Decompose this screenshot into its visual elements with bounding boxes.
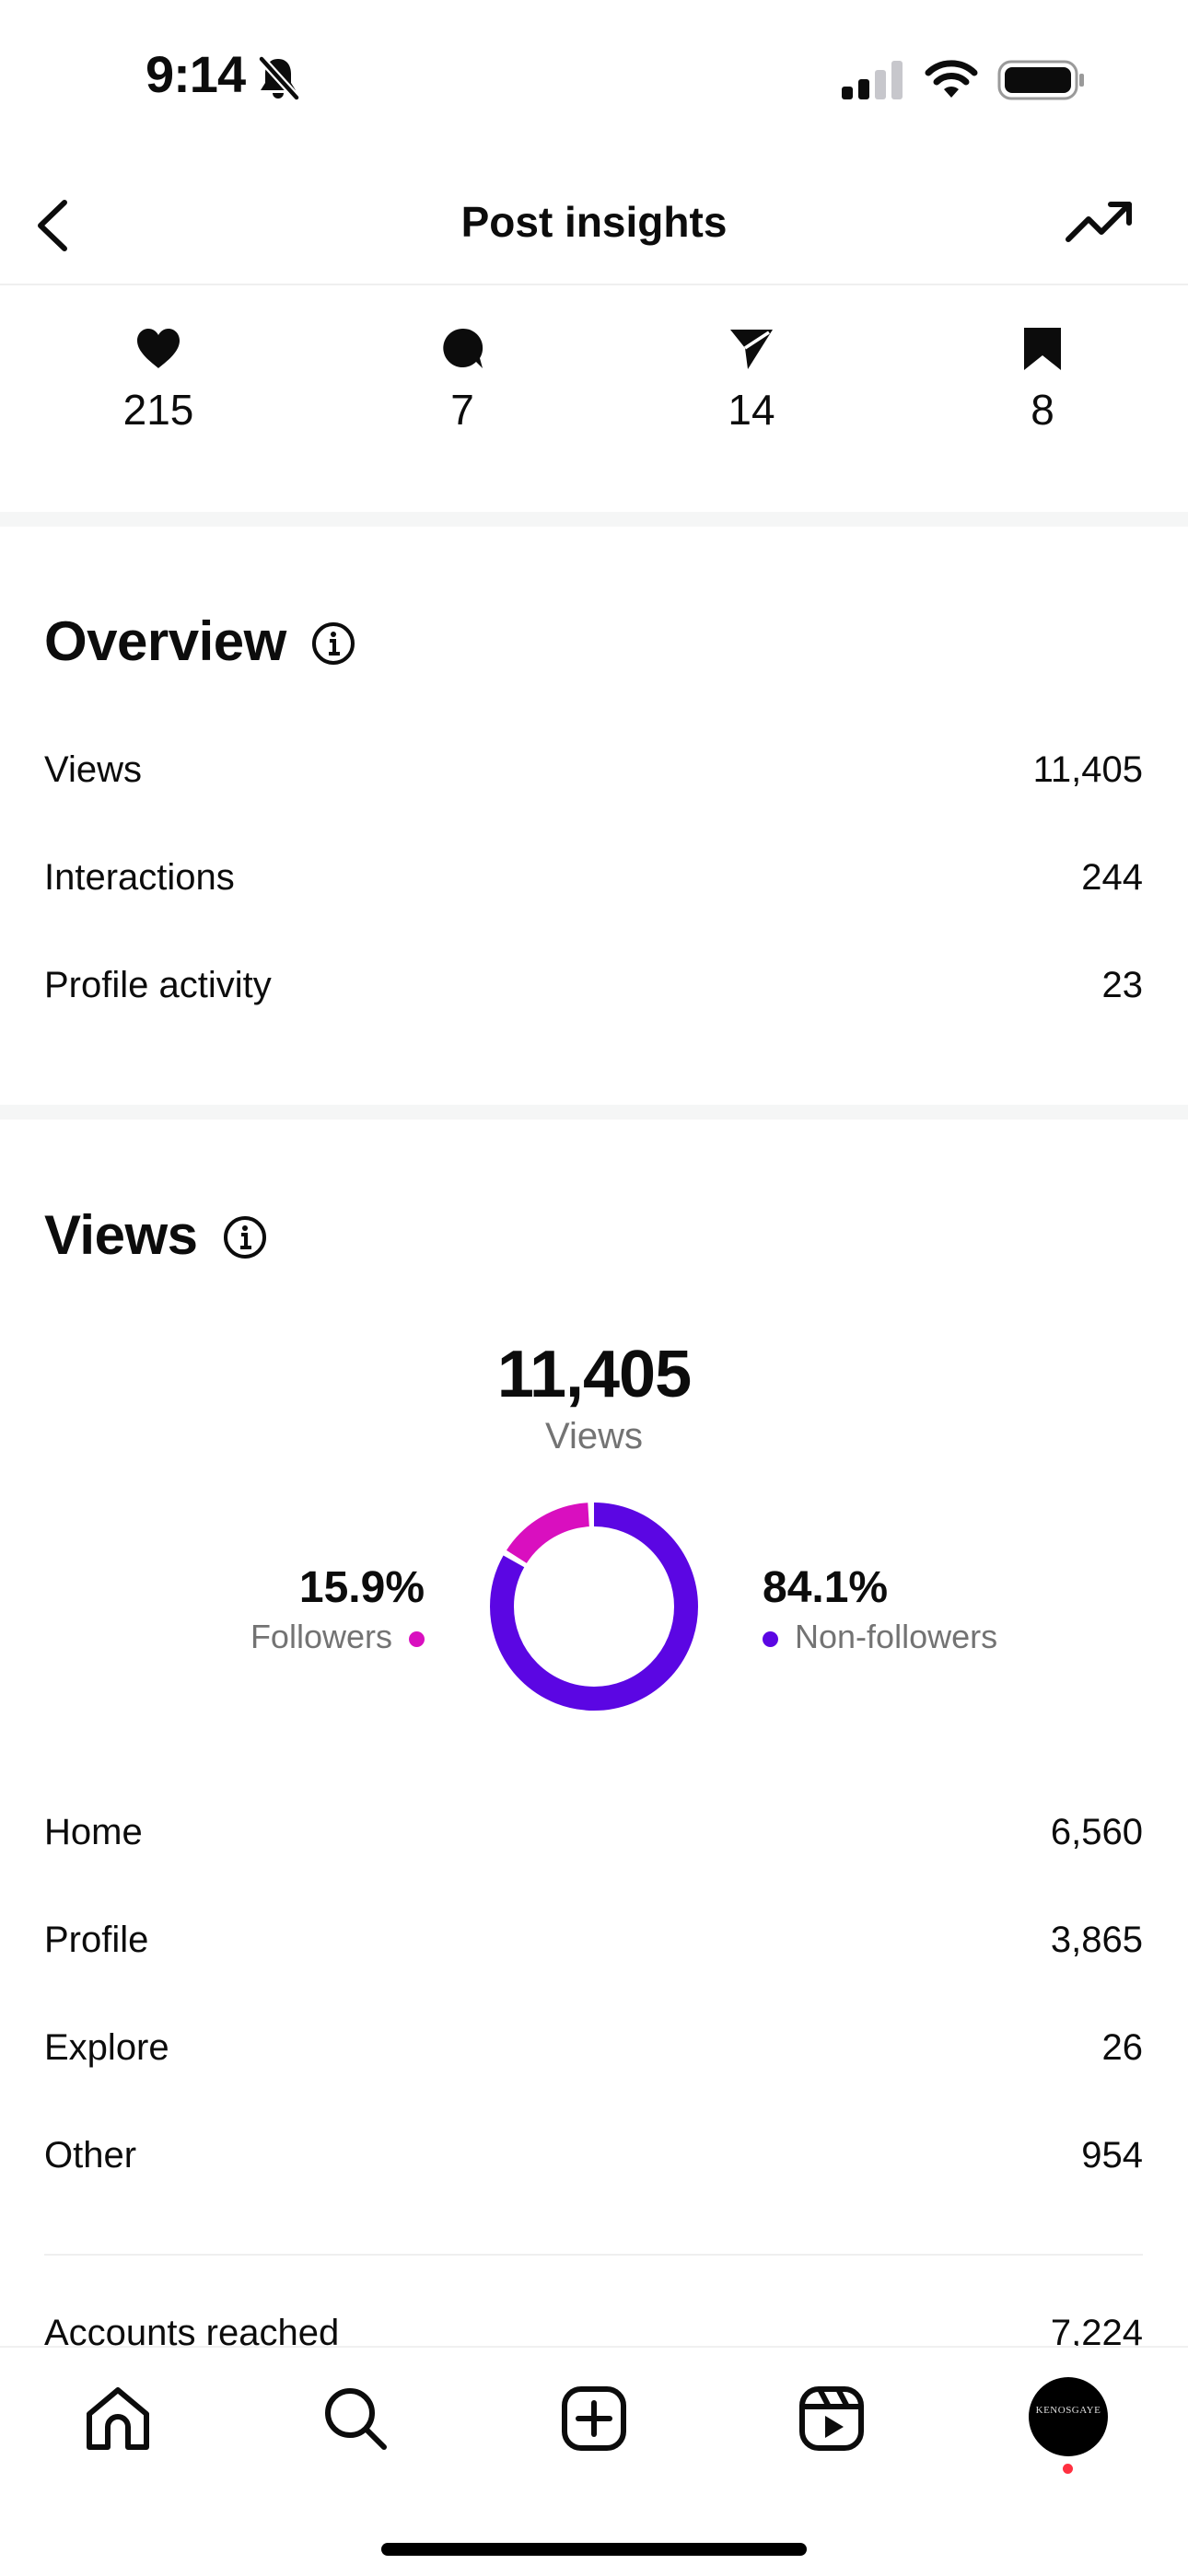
followers-legend: Followers xyxy=(250,1618,425,1656)
tab-reels[interactable] xyxy=(786,2385,878,2477)
comments-stat: 7 xyxy=(370,326,554,435)
row-label: Profile xyxy=(44,1920,149,1960)
likes-count: 215 xyxy=(122,386,194,434)
notification-dot xyxy=(1063,2464,1073,2474)
comments-count: 7 xyxy=(450,386,474,434)
views-total: 11,405 xyxy=(496,1338,692,1411)
create-icon xyxy=(562,2386,626,2451)
row-value: 6,560 xyxy=(1050,1812,1143,1852)
profile-avatar[interactable]: KENOSGAYE xyxy=(1029,2377,1108,2456)
overview-row-profile-activity[interactable]: Profile activity 23 xyxy=(44,948,1143,1022)
shares-stat: 14 xyxy=(659,326,844,435)
followers-percent: 15.9% xyxy=(298,1563,425,1612)
non-followers-legend: Non-followers xyxy=(763,1618,997,1656)
row-divider xyxy=(44,2254,1143,2256)
views-row-home: Home 6,560 xyxy=(44,1795,1143,1869)
trending-up-icon[interactable] xyxy=(1065,195,1135,250)
non-followers-label: Non-followers xyxy=(795,1618,998,1655)
row-value: 954 xyxy=(1081,2135,1143,2176)
row-value: 23 xyxy=(1101,965,1144,1005)
avatar-logo-text: KENOSGAYE xyxy=(1035,2405,1101,2416)
views-row-profile: Profile 3,865 xyxy=(44,1903,1143,1977)
page-title: Post insights xyxy=(460,198,728,246)
tab-search[interactable] xyxy=(309,2385,402,2477)
cellular-signal-icon xyxy=(842,61,903,99)
likes-stat: 215 xyxy=(66,326,250,435)
views-row-explore: Explore 26 xyxy=(44,2011,1143,2084)
status-time: 9:14 xyxy=(146,45,246,103)
tab-create[interactable] xyxy=(548,2385,640,2477)
non-followers-segment xyxy=(490,1503,698,1711)
shares-count: 14 xyxy=(728,386,775,434)
wifi-icon xyxy=(925,60,978,98)
overview-row-views: Views 11,405 xyxy=(44,733,1143,806)
row-value: 11,405 xyxy=(1032,749,1143,790)
reels-icon xyxy=(799,2386,864,2451)
row-value: 26 xyxy=(1101,2027,1144,2068)
row-value: 3,865 xyxy=(1050,1920,1143,1960)
bottom-tab-bar: KENOSGAYE xyxy=(0,2346,1188,2576)
row-label: Views xyxy=(44,749,142,790)
followers-segment xyxy=(490,1503,698,1711)
tab-home[interactable] xyxy=(72,2385,164,2477)
nav-header: Post insights xyxy=(0,157,1188,285)
followers-dot xyxy=(409,1630,425,1647)
views-title: Views xyxy=(44,1204,198,1266)
status-bar: 9:14 xyxy=(0,0,1188,157)
saves-count: 8 xyxy=(1031,386,1054,434)
views-row-other: Other 954 xyxy=(44,2118,1143,2192)
battery-icon xyxy=(997,60,1084,100)
bookmark-icon xyxy=(1024,328,1061,370)
overview-row-interactions[interactable]: Interactions 244 xyxy=(44,841,1143,914)
share-icon xyxy=(730,330,773,369)
info-icon[interactable] xyxy=(310,621,356,667)
header-divider xyxy=(0,284,1188,285)
row-label: Interactions xyxy=(44,857,235,898)
non-followers-dot xyxy=(763,1630,778,1647)
overview-title: Overview xyxy=(44,610,286,672)
home-icon xyxy=(87,2387,149,2450)
row-label: Explore xyxy=(44,2027,169,2068)
section-separator xyxy=(0,512,1188,527)
views-caption: Views xyxy=(545,1416,643,1456)
chevron-left-icon[interactable] xyxy=(28,193,83,258)
row-value: 244 xyxy=(1081,857,1143,898)
row-label: Profile activity xyxy=(44,965,272,1005)
followers-label: Followers xyxy=(250,1618,392,1655)
search-icon xyxy=(325,2388,387,2450)
row-label: Other xyxy=(44,2135,137,2176)
comment-icon xyxy=(443,328,483,368)
heart-icon xyxy=(137,329,180,368)
views-donut-chart xyxy=(490,1503,698,1711)
engagement-stats: 215 7 14 8 xyxy=(0,285,1188,525)
non-followers-percent: 84.1% xyxy=(763,1563,889,1612)
info-icon[interactable] xyxy=(222,1214,268,1260)
saves-stat: 8 xyxy=(950,326,1135,435)
section-separator xyxy=(0,1105,1188,1120)
home-indicator xyxy=(381,2543,807,2556)
bell-slash-icon xyxy=(258,55,300,101)
row-label: Home xyxy=(44,1812,143,1852)
